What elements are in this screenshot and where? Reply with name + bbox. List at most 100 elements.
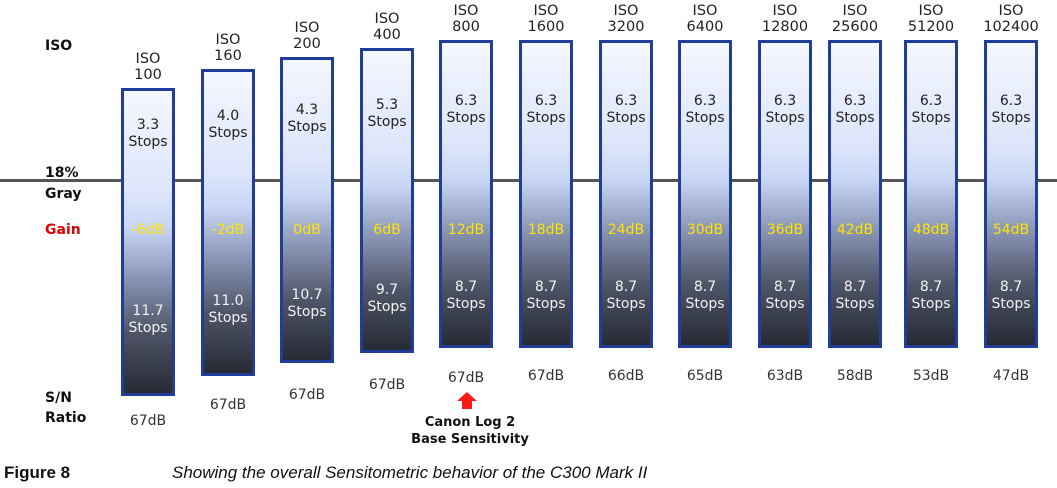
- sn-ratio-value: 63dB: [766, 368, 804, 384]
- stops-below-gray: 10.7 Stops: [283, 287, 331, 321]
- stops-above-gray: 6.3 Stops: [442, 93, 490, 127]
- dynamic-range-bar: 6.3 Stops 8.7 Stops: [519, 40, 573, 348]
- stops-below-gray: 8.7 Stops: [987, 279, 1035, 313]
- stops-above-text: 6.3: [843, 93, 867, 109]
- stops-below-text: 8.7: [919, 279, 943, 295]
- iso-label-prefix: ISO: [294, 20, 320, 36]
- stops-above-gray: 6.3 Stops: [602, 93, 650, 127]
- dynamic-range-bar: 6.3 Stops 8.7 Stops: [439, 40, 493, 348]
- iso-label-prefix: ISO: [453, 3, 479, 19]
- gray-label-line2: Gray: [45, 186, 82, 202]
- iso-label: ISO 51200: [889, 3, 973, 35]
- stops-above-text: 6.3: [454, 93, 478, 109]
- dynamic-range-bar: 6.3 Stops 8.7 Stops: [678, 40, 732, 348]
- gain-value: -2dB: [211, 222, 245, 238]
- stops-above-text: Stops: [685, 110, 725, 126]
- stops-above-text: Stops: [835, 110, 875, 126]
- stops-below-gray: 8.7 Stops: [522, 279, 570, 313]
- stops-below-gray: 8.7 Stops: [761, 279, 809, 313]
- iso-label-value: 100: [134, 67, 162, 83]
- iso-label-prefix: ISO: [998, 3, 1024, 19]
- gain-value: 6dB: [373, 222, 401, 238]
- base-note-line2: Base Sensitivity: [411, 432, 529, 447]
- iso-label-value: 102400: [983, 19, 1039, 35]
- sn-ratio-value: 65dB: [686, 368, 724, 384]
- stops-above-text: Stops: [526, 110, 566, 126]
- iso-label-prefix: ISO: [135, 51, 161, 67]
- gray-label-line1: 18%: [45, 165, 79, 181]
- iso-label-prefix: ISO: [842, 3, 868, 19]
- sn-ratio-value: 47dB: [992, 368, 1030, 384]
- stops-above-text: Stops: [991, 110, 1031, 126]
- sn-ratio-value: 58dB: [836, 368, 874, 384]
- dynamic-range-bar: 4.0 Stops 11.0 Stops: [201, 69, 255, 376]
- dynamic-range-bar: 6.3 Stops 8.7 Stops: [758, 40, 812, 348]
- stops-below-text: Stops: [765, 296, 805, 312]
- iso-label-value: 160: [214, 48, 242, 64]
- iso-label: ISO 100: [106, 51, 190, 83]
- dynamic-range-bar: 6.3 Stops 8.7 Stops: [828, 40, 882, 348]
- gain-value: 54dB: [992, 222, 1030, 238]
- iso-label: ISO 400: [345, 11, 429, 43]
- stops-below-text: 11.0: [212, 293, 244, 309]
- stops-above-text: 6.3: [773, 93, 797, 109]
- iso-label: ISO 200: [265, 20, 349, 52]
- gain-value: -6dB: [131, 222, 165, 238]
- sn-ratio-value: 67dB: [447, 370, 485, 386]
- stops-below-gray: 11.7 Stops: [124, 303, 172, 337]
- stops-above-text: Stops: [287, 118, 327, 135]
- iso-label-value: 400: [373, 27, 401, 43]
- iso-label-prefix: ISO: [374, 11, 400, 27]
- sn-ratio-value: 53dB: [912, 368, 950, 384]
- stops-below-gray: 8.7 Stops: [602, 279, 650, 313]
- stops-below-text: 8.7: [454, 279, 478, 295]
- iso-label-prefix: ISO: [692, 3, 718, 19]
- gain-value: 42dB: [836, 222, 874, 238]
- stops-above-text: Stops: [446, 110, 486, 126]
- stops-below-text: Stops: [685, 296, 725, 312]
- sn-ratio-value: 67dB: [209, 397, 247, 413]
- gain-value: 12dB: [447, 222, 485, 238]
- stops-below-text: Stops: [911, 296, 951, 312]
- stops-above-gray: 5.3 Stops: [363, 97, 411, 131]
- stops-below-text: Stops: [208, 310, 248, 326]
- iso-label-prefix: ISO: [533, 3, 559, 19]
- base-sensitivity-note: Canon Log 2 Base Sensitivity: [395, 414, 545, 448]
- iso-label: ISO 3200: [584, 3, 668, 35]
- stops-above-text: 5.3: [375, 97, 399, 113]
- base-note-line1: Canon Log 2: [424, 415, 516, 430]
- stops-above-text: 6.3: [614, 93, 638, 109]
- iso-label: ISO 800: [424, 3, 508, 35]
- stops-below-text: Stops: [835, 296, 875, 312]
- stops-above-gray: 6.3 Stops: [761, 93, 809, 127]
- dynamic-range-bar: 5.3 Stops 9.7 Stops: [360, 48, 414, 353]
- stops-below-text: 10.7: [291, 286, 323, 303]
- stops-below-text: Stops: [526, 296, 566, 312]
- stops-above-text: Stops: [208, 124, 248, 141]
- stops-below-gray: 8.7 Stops: [831, 279, 879, 313]
- stops-above-text: 6.3: [919, 93, 943, 109]
- stops-above-text: Stops: [128, 134, 168, 150]
- iso-label-prefix: ISO: [918, 3, 944, 19]
- iso-label: ISO 25600: [813, 3, 897, 35]
- sn-ratio-value: 67dB: [527, 368, 565, 384]
- gain-value: 18dB: [527, 222, 565, 238]
- gain-value: 48dB: [912, 222, 950, 238]
- dynamic-range-bar: 6.3 Stops 8.7 Stops: [984, 40, 1038, 348]
- sn-ratio-value: 67dB: [368, 377, 406, 393]
- stops-below-text: Stops: [367, 298, 407, 315]
- iso-label-prefix: ISO: [772, 3, 798, 19]
- dynamic-range-bar: 3.3 Stops 11.7 Stops: [121, 88, 175, 396]
- iso-label: ISO 6400: [663, 3, 747, 35]
- iso-label-value: 200: [293, 36, 321, 52]
- stops-above-text: 3.3: [136, 117, 160, 133]
- dynamic-range-bar: 4.3 Stops 10.7 Stops: [280, 57, 334, 363]
- sn-ratio-value: 67dB: [288, 387, 326, 403]
- iso-label-value: 6400: [686, 19, 724, 35]
- sn-ratio-value: 66dB: [607, 368, 645, 384]
- iso-label-prefix: ISO: [613, 3, 639, 19]
- stops-above-gray: 4.3 Stops: [283, 102, 331, 136]
- gain-row-label: Gain: [45, 222, 81, 238]
- dynamic-range-bar: 6.3 Stops 8.7 Stops: [904, 40, 958, 348]
- stops-below-text: 9.7: [375, 281, 399, 298]
